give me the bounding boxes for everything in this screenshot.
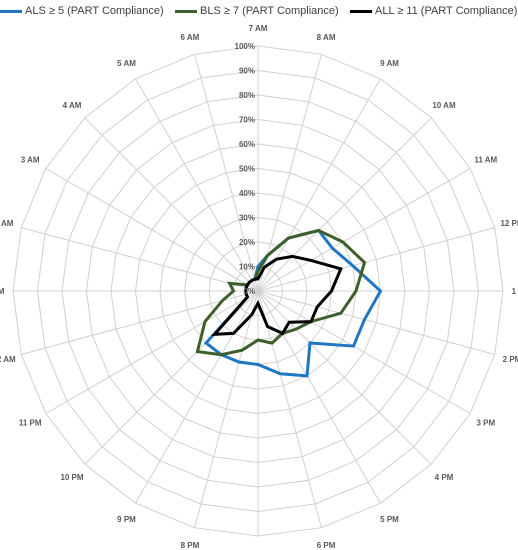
radial-tick-label: 100%: [235, 42, 255, 51]
grid-spoke: [21, 290, 259, 355]
radial-tick-label: 80%: [239, 91, 255, 100]
grid-spoke: [257, 78, 381, 292]
grid-spoke: [84, 117, 259, 292]
radial-tick-label: 60%: [239, 140, 255, 149]
legend-label-als: ALS ≥ 5 (PART Compliance): [25, 5, 164, 17]
category-label: 8 AM: [317, 33, 336, 42]
grid-spoke: [257, 290, 495, 355]
legend-swatch-als: [0, 9, 22, 13]
radial-tick-label: 70%: [239, 116, 255, 125]
legend-swatch-bls: [175, 9, 197, 13]
category-label: 1 AM: [0, 287, 5, 296]
grid-spoke: [257, 290, 432, 465]
category-label: 9 AM: [380, 59, 399, 68]
grid-spoke: [257, 117, 432, 292]
category-label: 12 AM: [0, 355, 16, 364]
category-label: 11 PM: [19, 419, 42, 428]
legend-label-bls: BLS ≥ 7 (PART Compliance): [200, 5, 339, 17]
category-label: 4 AM: [63, 101, 82, 110]
category-label: 6 AM: [180, 33, 199, 42]
legend-item-bls: BLS ≥ 7 (PART Compliance): [175, 5, 339, 17]
grid-spoke: [257, 290, 381, 504]
legend-item-als: ALS ≥ 5 (PART Compliance): [0, 5, 164, 17]
category-label: 2 AM: [0, 219, 14, 228]
radial-tick-label: 20%: [239, 238, 255, 247]
grid-spoke: [257, 290, 471, 414]
radial-tick-label: 40%: [239, 189, 255, 198]
grid-spoke: [257, 227, 495, 292]
grid-spoke: [194, 54, 259, 292]
grid-spoke: [21, 227, 259, 292]
grid-spoke: [135, 290, 259, 504]
category-label: 9 PM: [117, 515, 136, 524]
category-label: 11 AM: [474, 156, 497, 165]
legend-swatch-all: [350, 9, 372, 13]
category-label: 6 PM: [317, 541, 336, 550]
grid-spoke: [257, 54, 322, 292]
grid-spoke: [45, 168, 259, 292]
category-label: 10 AM: [432, 101, 456, 110]
category-label: 3 PM: [476, 419, 495, 428]
radial-tick-label: 50%: [239, 165, 255, 174]
category-label: 8 PM: [181, 541, 200, 550]
grid-spoke: [257, 290, 322, 528]
radial-tick-label: 0%: [243, 287, 255, 296]
category-label: 5 PM: [380, 515, 399, 524]
legend: ALS ≥ 5 (PART Compliance) BLS ≥ 7 (PART …: [0, 5, 518, 21]
category-label: 12 PM: [500, 219, 518, 228]
category-label: 5 AM: [117, 59, 136, 68]
category-label: 1 PM: [512, 287, 518, 296]
series-line: [211, 254, 343, 336]
grid-spoke: [194, 290, 259, 528]
radial-tick-label: 90%: [239, 67, 255, 76]
grid-spoke: [135, 78, 259, 292]
category-label: 7 AM: [249, 24, 268, 33]
series-line: [195, 228, 367, 357]
category-label: 3 AM: [21, 156, 40, 165]
radial-tick-label: 10%: [239, 263, 255, 272]
category-label: 4 PM: [435, 473, 454, 482]
grid-spoke: [45, 290, 259, 414]
legend-item-all: ALL ≥ 11 (PART Compliance): [350, 5, 517, 17]
category-label: 10 PM: [60, 473, 83, 482]
category-label: 2 PM: [503, 355, 518, 364]
radial-tick-label: 30%: [239, 214, 255, 223]
legend-label-all: ALL ≥ 11 (PART Compliance): [375, 5, 518, 17]
grid-spoke: [257, 168, 471, 292]
